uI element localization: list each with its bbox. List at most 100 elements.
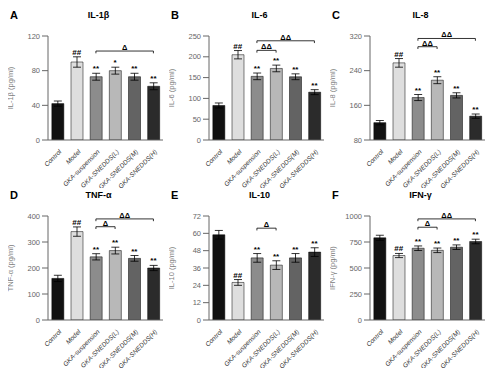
svg-text:**: **	[150, 256, 157, 265]
svg-text:**: **	[311, 239, 318, 248]
svg-text:**: **	[93, 64, 100, 73]
svg-text:**: **	[131, 247, 138, 256]
svg-text:##: ##	[72, 48, 81, 57]
html-text:TNF-α: TNF-α	[85, 190, 112, 200]
svg-text:500: 500	[349, 264, 362, 273]
svg-text:Control: Control	[365, 148, 385, 168]
svg-text:##: ##	[394, 50, 403, 59]
svg-text:##: ##	[233, 42, 242, 51]
svg-text:GKA-SNEDDS(H): GKA-SNEDDS(H)	[117, 328, 159, 368]
svg-text:Model: Model	[386, 328, 404, 346]
svg-text:80: 80	[354, 136, 362, 145]
svg-text:Control: Control	[204, 328, 224, 348]
svg-text:IFN-γ (pg/ml): IFN-γ (pg/ml)	[330, 246, 337, 290]
svg-text:200: 200	[188, 52, 201, 61]
html-text:IL-10: IL-10	[249, 190, 270, 200]
svg-text:**: **	[415, 237, 422, 246]
svg-text:250: 250	[349, 290, 362, 299]
svg-text:0: 0	[36, 316, 40, 325]
svg-text:ΔΔ: ΔΔ	[119, 211, 130, 220]
svg-text:Model: Model	[225, 148, 243, 166]
svg-text:24: 24	[193, 281, 201, 290]
svg-text:Δ: Δ	[103, 219, 109, 228]
svg-text:48: 48	[193, 246, 201, 255]
svg-text:GKA-SNEDDS(H): GKA-SNEDDS(H)	[278, 148, 320, 188]
svg-text:0: 0	[197, 136, 201, 145]
svg-text:0: 0	[358, 316, 362, 325]
svg-text:**: **	[415, 86, 422, 95]
svg-text:ΔΔ: ΔΔ	[280, 33, 291, 42]
svg-text:Model: Model	[225, 328, 243, 346]
svg-text:IL-8 (pg/ml): IL-8 (pg/ml)	[330, 68, 337, 107]
svg-text:Δ: Δ	[264, 220, 270, 229]
svg-text:**: **	[453, 84, 460, 93]
svg-text:**: **	[150, 74, 157, 83]
html-text:IL-6: IL-6	[251, 10, 268, 20]
svg-text:**: **	[311, 81, 318, 90]
svg-text:250: 250	[188, 32, 201, 41]
svg-text:**: **	[434, 68, 441, 77]
svg-text:Δ: Δ	[425, 219, 431, 228]
svg-text:Control: Control	[43, 328, 63, 348]
svg-text:750: 750	[349, 238, 362, 247]
svg-text:Control: Control	[43, 148, 63, 168]
svg-text:100: 100	[188, 94, 201, 103]
svg-text:GKA-SNEDDS(H): GKA-SNEDDS(H)	[278, 328, 320, 368]
html-text:IL-8: IL-8	[412, 10, 429, 20]
svg-text:240: 240	[349, 66, 362, 75]
svg-text:ΔΔ: ΔΔ	[261, 42, 272, 51]
svg-text:IL-10 (pg/ml): IL-10 (pg/ml)	[169, 246, 176, 289]
svg-text:##: ##	[394, 244, 403, 253]
svg-text:GKA-SNEDDS(H): GKA-SNEDDS(H)	[439, 328, 481, 368]
svg-text:**: **	[292, 65, 299, 74]
svg-text:100: 100	[27, 290, 40, 299]
svg-text:Model: Model	[64, 328, 82, 346]
svg-text:50: 50	[193, 115, 201, 124]
svg-text:120: 120	[27, 32, 40, 41]
svg-text:Model: Model	[64, 148, 82, 166]
svg-text:**: **	[254, 245, 261, 254]
svg-text:ΔΔ: ΔΔ	[441, 211, 452, 220]
svg-text:**: **	[292, 245, 299, 254]
svg-text:150: 150	[188, 73, 201, 82]
svg-text:ΔΔ: ΔΔ	[422, 39, 433, 48]
svg-text:**: **	[472, 105, 479, 114]
svg-text:400: 400	[27, 212, 40, 221]
svg-text:0: 0	[36, 136, 40, 145]
svg-text:TNF-α (pg/ml): TNF-α (pg/ml)	[8, 244, 15, 291]
svg-text:1000: 1000	[345, 212, 362, 221]
svg-text:**: **	[112, 238, 119, 247]
svg-text:IL-1β (pg/ml): IL-1β (pg/ml)	[8, 66, 15, 109]
svg-text:GKA-SNEDDS(H): GKA-SNEDDS(H)	[117, 148, 159, 188]
svg-text:##: ##	[72, 218, 81, 227]
svg-text:0: 0	[197, 316, 201, 325]
svg-text:**: **	[93, 245, 100, 254]
svg-text:40: 40	[32, 101, 40, 110]
svg-text:##: ##	[233, 271, 242, 280]
svg-text:36: 36	[193, 264, 201, 273]
html-text:IL-1β: IL-1β	[87, 10, 110, 20]
svg-text:**: **	[434, 239, 441, 248]
svg-text:Model: Model	[386, 148, 404, 166]
svg-text:**: **	[273, 252, 280, 261]
svg-text:80: 80	[32, 66, 40, 75]
svg-text:**: **	[131, 64, 138, 73]
svg-text:GKA-SNEDDS(H): GKA-SNEDDS(H)	[439, 148, 481, 188]
svg-text:12: 12	[193, 298, 201, 307]
svg-text:72: 72	[193, 212, 201, 221]
svg-text:Control: Control	[204, 148, 224, 168]
svg-text:**: **	[472, 230, 479, 239]
svg-text:200: 200	[27, 264, 40, 273]
svg-text:320: 320	[349, 32, 362, 41]
svg-text:**: **	[273, 56, 280, 65]
svg-text:60: 60	[193, 229, 201, 238]
svg-text:IL-6 (pg/ml): IL-6 (pg/ml)	[169, 68, 176, 107]
svg-text:160: 160	[349, 101, 362, 110]
svg-text:Control: Control	[365, 328, 385, 348]
svg-text:300: 300	[27, 238, 40, 247]
svg-text:Δ: Δ	[122, 43, 128, 52]
svg-text:**: **	[254, 64, 261, 73]
svg-text:ΔΔ: ΔΔ	[441, 30, 452, 39]
svg-text:**: **	[453, 236, 460, 245]
svg-text:*: *	[114, 58, 118, 67]
